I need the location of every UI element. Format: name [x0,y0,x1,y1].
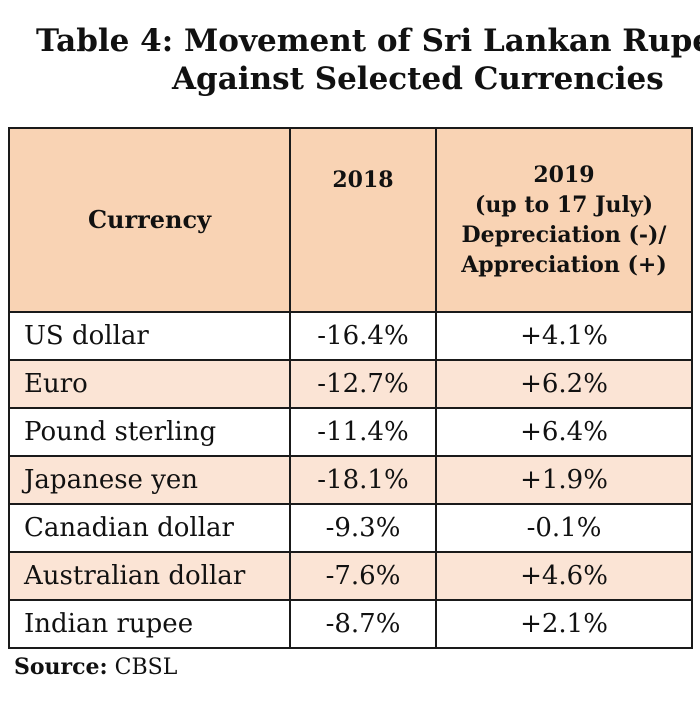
table-row: Japanese yen -18.1% +1.9% [8,455,693,505]
value-2019: +4.1% [435,311,693,361]
value-2018: -9.3% [289,503,437,553]
header-2018: 2018 [289,127,437,313]
table-row: Pound sterling -11.4% +6.4% [8,407,693,457]
value-2018: -18.1% [289,455,437,505]
header-currency: Currency [8,127,291,313]
value-2018: -11.4% [289,407,437,457]
header-2019: 2019 (up to 17 July) Depreciation (-)/ A… [435,127,693,313]
currency-name: Canadian dollar [8,503,291,553]
value-2019: +2.1% [435,599,693,649]
currency-name: Australian dollar [8,551,291,601]
value-2018: -8.7% [289,599,437,649]
value-2019: +4.6% [435,551,693,601]
header-2019-depreciation: Depreciation (-)/ [461,222,667,248]
currency-name: Indian rupee [8,599,291,649]
header-2019-period: (up to 17 July) [474,192,654,218]
value-2018: -12.7% [289,359,437,409]
table-row: Australian dollar -7.6% +4.6% [8,551,693,601]
source-value: CBSL [107,655,178,680]
source-note: Source: CBSL [14,652,177,683]
currency-name: Japanese yen [8,455,291,505]
header-2019-appreciation: Appreciation (+) [461,252,667,278]
title-line-2: Against Selected Currencies [172,61,664,97]
table-row: Canadian dollar -9.3% -0.1% [8,503,693,553]
value-2019: +6.4% [435,407,693,457]
header-2019-year: 2019 [533,162,595,188]
value-2019: +6.2% [435,359,693,409]
currency-name: Pound sterling [8,407,291,457]
value-2019: +1.9% [435,455,693,505]
table-row: Euro -12.7% +6.2% [8,359,693,409]
currency-table: Currency 2018 2019 (up to 17 July) Depre… [8,127,693,649]
currency-name: Euro [8,359,291,409]
value-2018: -16.4% [289,311,437,361]
value-2019: -0.1% [435,503,693,553]
table-row: Indian rupee -8.7% +2.1% [8,599,693,649]
source-label: Source: [14,654,108,680]
currency-name: US dollar [8,311,291,361]
title-line-1: Table 4: Movement of Sri Lankan Rupee [36,23,700,59]
value-2018: -7.6% [289,551,437,601]
header-row: Currency 2018 2019 (up to 17 July) Depre… [8,127,693,313]
table-row: US dollar -16.4% +4.1% [8,311,693,361]
table-title: Table 4: Movement of Sri Lankan Rupee Ag… [0,22,700,98]
